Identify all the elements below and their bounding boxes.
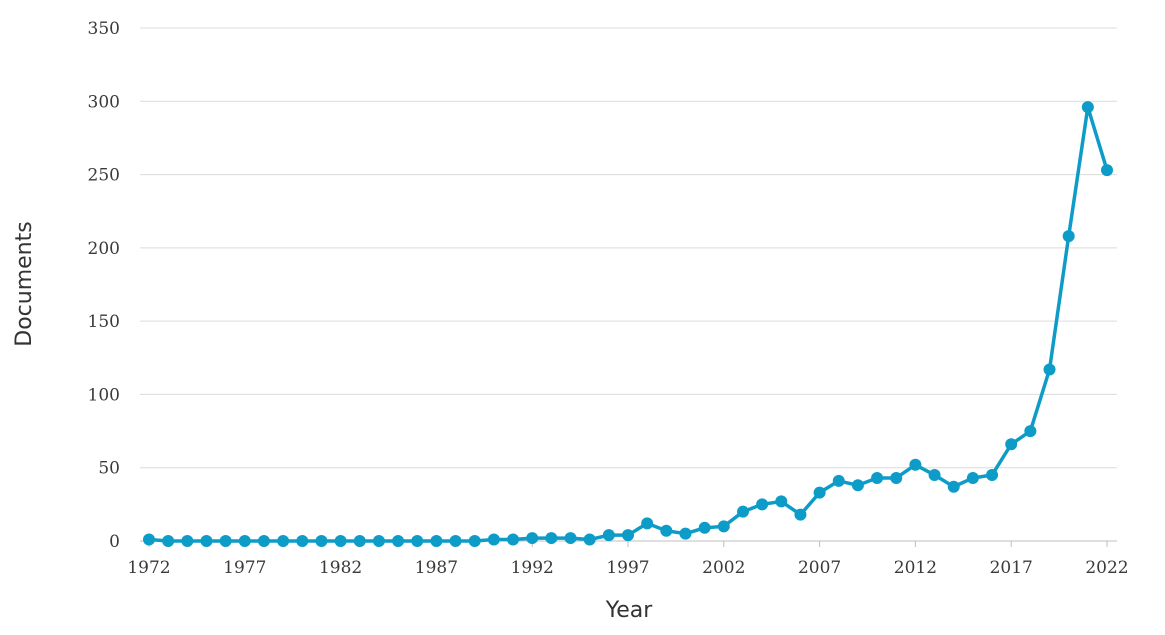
data-point [622,529,634,542]
y-tick-label: 250 [88,166,120,186]
data-point [928,469,941,482]
data-point [602,529,615,542]
y-axis-title: Documents [12,221,37,346]
data-point [832,474,845,487]
x-tick-label: 1972 [127,558,170,578]
data-point [181,535,194,547]
data-point [200,535,213,547]
data-point [526,532,539,545]
y-tick-label: 200 [88,239,120,259]
data-point [162,535,175,547]
y-tick-label: 0 [109,532,120,552]
data-point [296,535,309,547]
data-point [890,471,903,484]
data-point [219,535,232,547]
data-point [660,524,673,537]
data-point [947,480,960,493]
data-point [449,535,462,547]
y-tick-label: 300 [88,92,120,112]
y-tick-label: 350 [88,19,120,39]
data-point [851,479,864,492]
data-point [1024,425,1037,438]
data-point [1081,101,1094,114]
data-point [1005,438,1018,451]
y-tick-label: 150 [88,312,120,332]
data-point [372,535,385,547]
x-tick-labels: 1972 1977 1982 1987 1992 1997 2002 2007 2012 2017… [127,541,1129,578]
x-tick-label: 2012 [894,558,937,578]
data-point [679,527,692,540]
data-point [507,533,520,546]
y-tick-label: 100 [88,385,120,405]
data-point [1062,230,1075,243]
data-point [1043,363,1056,376]
x-axis-title: Year [605,598,654,623]
data-point [986,469,999,482]
data-point [545,532,558,545]
data-point [411,535,424,547]
y-tick-label: 50 [98,459,120,479]
data-point [257,535,270,547]
x-tick-label: 2007 [798,558,841,578]
data-point [583,533,596,546]
data-point [641,517,654,530]
data-point [1101,164,1113,177]
x-tick-label: 2017 [990,558,1033,578]
x-tick-label: 2002 [702,558,745,578]
data-point [909,458,922,471]
data-point [966,471,979,484]
gridlines [140,27,1117,542]
data-point [468,535,481,547]
data-point [871,471,884,484]
data-point [775,495,788,508]
data-point [353,535,366,547]
data-point [487,533,500,546]
series-line [147,105,1109,543]
series-documents [143,101,1113,547]
data-point [392,535,405,547]
data-point [315,535,328,547]
data-point [736,505,749,518]
data-point [756,498,769,511]
x-tick-label: 2022 [1085,558,1128,578]
x-tick-label: 1997 [606,558,649,578]
x-tick-label: 1987 [415,558,458,578]
x-tick-label: 1982 [319,558,362,578]
data-point [334,535,347,547]
data-point [794,508,807,521]
data-point [430,535,443,547]
data-point [143,533,155,546]
x-tick-label: 1977 [223,558,266,578]
data-point [277,535,290,547]
data-point [813,486,826,499]
data-point [717,520,730,533]
data-point [698,521,711,534]
data-point [564,532,577,545]
x-tick-label: 1992 [511,558,554,578]
data-point [238,535,251,547]
y-tick-labels: 0 50 100 150 200 250 300 350 [88,19,120,552]
